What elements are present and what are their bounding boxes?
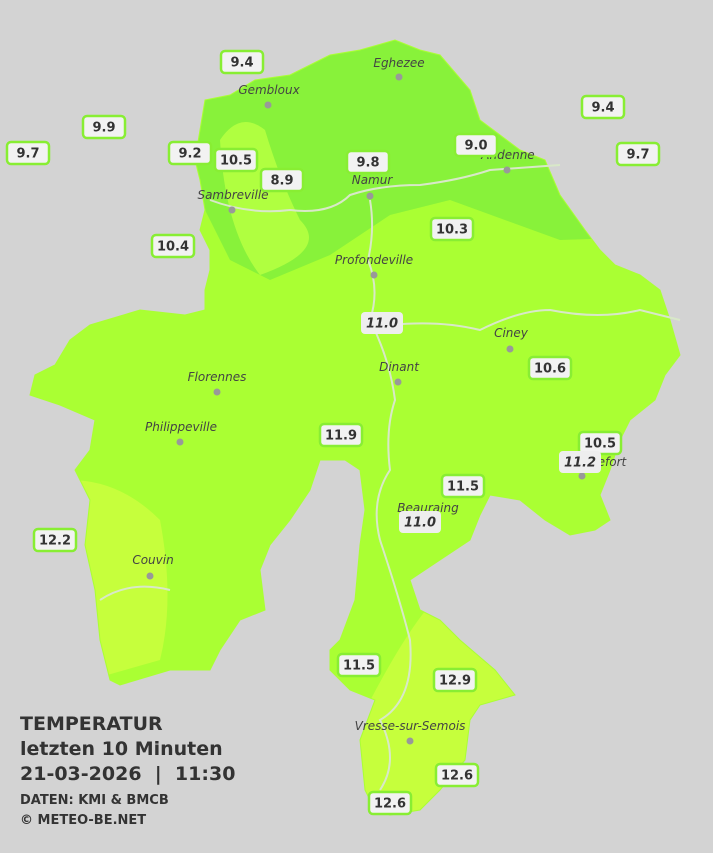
river xyxy=(209,164,561,213)
station-box xyxy=(434,762,480,788)
source: DATEN: KMI & BMCB xyxy=(20,793,169,808)
station-box xyxy=(5,140,51,166)
station-value: 9.4 xyxy=(591,101,614,116)
station-box xyxy=(615,141,661,167)
station-value: 9.7 xyxy=(626,148,649,163)
station-box xyxy=(259,167,305,193)
city-label: Gembloux xyxy=(238,83,300,97)
station-box xyxy=(336,652,382,678)
city-dot xyxy=(264,101,272,109)
city-label: Eghezee xyxy=(373,56,424,70)
city-label: Florennes xyxy=(188,370,247,384)
station-box xyxy=(219,49,265,75)
city-dot xyxy=(506,345,514,353)
station-box xyxy=(32,527,78,553)
city-dot xyxy=(394,378,402,386)
station-box xyxy=(527,355,573,381)
station-value: 12.6 xyxy=(441,769,473,784)
station-value: 9.8 xyxy=(356,156,379,171)
title: TEMPERATUR xyxy=(20,713,163,735)
station-box xyxy=(361,312,403,334)
city-dot xyxy=(213,388,221,396)
subtitle: letzten 10 Minuten xyxy=(20,738,223,760)
station-value: 11.0 xyxy=(366,317,398,332)
station-value: 8.9 xyxy=(270,174,293,189)
station-box xyxy=(318,422,364,448)
city-dot xyxy=(228,206,236,214)
timestamp: 21-03-2026 | 11:30 xyxy=(20,763,235,785)
city-label: Profondeville xyxy=(335,253,413,267)
station-value: 12.2 xyxy=(39,534,71,549)
city-dot xyxy=(370,271,378,279)
zone-south xyxy=(355,605,520,815)
city-dot xyxy=(176,438,184,446)
station-box xyxy=(440,473,486,499)
city-dot xyxy=(406,737,414,745)
station-value: 9.2 xyxy=(178,147,201,162)
station-box xyxy=(367,790,413,816)
station-box xyxy=(81,114,127,140)
city-label: Philippeville xyxy=(145,420,217,434)
stations: 9.4 9.9 9.7 9.2 10.5 8.9 9.8 9.0 9.4 9.7 10.4 10.3 1… xyxy=(5,49,661,816)
station-value: 9.7 xyxy=(16,147,39,162)
city-label: Couvin xyxy=(132,553,173,567)
station-value: 12.9 xyxy=(439,674,471,689)
station-value: 9.0 xyxy=(464,139,487,154)
city-label: Ciney xyxy=(494,326,529,340)
station-value: 11.0 xyxy=(404,516,436,531)
station-box xyxy=(580,94,626,120)
city-label: Sambreville xyxy=(197,188,268,202)
station-value: 11.5 xyxy=(447,480,479,495)
station-box xyxy=(150,233,196,259)
station-value: 9.4 xyxy=(230,56,253,71)
station-box xyxy=(453,132,499,158)
copyright: © METEO-BE.NET xyxy=(20,813,146,828)
station-box xyxy=(399,511,441,533)
station-value: 11.5 xyxy=(343,659,375,674)
station-value: 11.2 xyxy=(564,456,596,471)
city-label: Vresse-sur-Semois xyxy=(355,719,466,733)
rivers xyxy=(99,164,681,791)
station-value: 10.5 xyxy=(220,154,252,169)
station-box xyxy=(167,140,213,166)
station-box xyxy=(429,216,475,242)
city-label: Namur xyxy=(352,173,394,187)
city-dot xyxy=(503,166,511,174)
station-value: 9.9 xyxy=(92,121,115,136)
station-value: 10.3 xyxy=(436,223,468,238)
city-dot xyxy=(146,572,154,580)
river xyxy=(366,199,397,541)
station-box xyxy=(559,451,601,473)
river xyxy=(99,585,171,601)
city-label: Dinant xyxy=(379,360,420,374)
station-value: 10.4 xyxy=(157,240,189,255)
river xyxy=(378,539,412,791)
station-box xyxy=(345,149,391,175)
station-value: 11.9 xyxy=(325,429,357,444)
station-box xyxy=(432,667,478,693)
city-dot xyxy=(366,192,374,200)
station-box xyxy=(213,147,259,173)
station-value: 10.5 xyxy=(584,437,616,452)
station-value: 10.6 xyxy=(534,362,566,377)
station-value: 12.6 xyxy=(374,797,406,812)
river xyxy=(389,308,681,332)
city-dot xyxy=(578,472,586,480)
city-dot xyxy=(395,73,403,81)
legend-block: TEMPERATUR letzten 10 Minuten 21-03-2026… xyxy=(20,713,235,828)
